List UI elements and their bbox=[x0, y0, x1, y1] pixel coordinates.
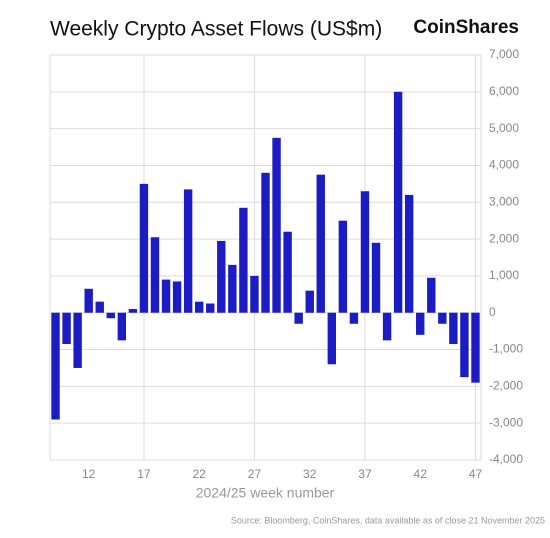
bar bbox=[427, 277, 436, 313]
source-note: Source: Bloomberg, CoinShares, data avai… bbox=[231, 515, 545, 525]
bar bbox=[449, 312, 458, 345]
x-tick-label: 22 bbox=[193, 467, 207, 481]
bar bbox=[183, 189, 193, 313]
bar bbox=[239, 207, 248, 313]
y-tick-label: 6,000 bbox=[489, 84, 519, 98]
bar bbox=[349, 312, 359, 324]
y-tick-label: 7,000 bbox=[489, 47, 519, 61]
y-tick-label: 2,000 bbox=[489, 231, 519, 245]
bar bbox=[272, 137, 281, 313]
x-tick-label: 47 bbox=[469, 467, 483, 481]
bar bbox=[404, 194, 414, 313]
y-tick-label: -4,000 bbox=[489, 452, 523, 466]
x-axis-label: 2024/25 week number bbox=[196, 485, 335, 501]
bar bbox=[471, 312, 480, 383]
bar bbox=[393, 91, 403, 313]
x-tick-label: 42 bbox=[414, 467, 428, 481]
bar bbox=[294, 312, 303, 324]
bar bbox=[382, 312, 392, 341]
bar bbox=[416, 312, 425, 335]
chart-title: Weekly Crypto Asset Flows (US$m) bbox=[50, 18, 382, 41]
bar bbox=[438, 312, 447, 324]
bar bbox=[84, 288, 93, 313]
bar bbox=[95, 301, 104, 313]
y-tick-label: -2,000 bbox=[489, 379, 523, 393]
y-tick-label: 1,000 bbox=[489, 268, 519, 282]
y-tick-label: 5,000 bbox=[489, 121, 519, 135]
y-tick-label: 3,000 bbox=[489, 194, 519, 208]
bar bbox=[73, 312, 82, 368]
bar bbox=[305, 290, 314, 313]
bar bbox=[139, 183, 149, 313]
x-tick-label: 27 bbox=[248, 467, 262, 481]
bar bbox=[106, 312, 115, 319]
bar bbox=[360, 191, 370, 313]
bar bbox=[194, 301, 204, 313]
brand-logo: CoinShares bbox=[413, 17, 519, 38]
bar bbox=[316, 174, 325, 313]
bar bbox=[51, 312, 60, 420]
y-tick-label: 0 bbox=[489, 305, 496, 319]
bar bbox=[150, 237, 160, 313]
x-tick-label: 17 bbox=[137, 467, 151, 481]
bar bbox=[117, 312, 127, 341]
bar bbox=[172, 281, 182, 313]
bar bbox=[283, 231, 292, 313]
bar bbox=[338, 220, 348, 313]
bar bbox=[261, 172, 270, 313]
y-tick-label: 4,000 bbox=[489, 158, 519, 172]
x-tick-label: 12 bbox=[82, 467, 96, 481]
bar bbox=[371, 242, 381, 313]
bar bbox=[128, 309, 138, 313]
bar bbox=[250, 275, 259, 313]
bar bbox=[161, 279, 171, 313]
x-tick-label: 32 bbox=[303, 467, 317, 481]
bar bbox=[62, 312, 71, 345]
y-tick-label: -1,000 bbox=[489, 342, 523, 356]
x-tick-label: 37 bbox=[358, 467, 372, 481]
bar bbox=[206, 303, 215, 313]
bar bbox=[228, 264, 237, 313]
bar bbox=[327, 312, 337, 365]
bar bbox=[217, 240, 226, 313]
bar bbox=[460, 312, 469, 378]
y-tick-label: -3,000 bbox=[489, 415, 523, 429]
